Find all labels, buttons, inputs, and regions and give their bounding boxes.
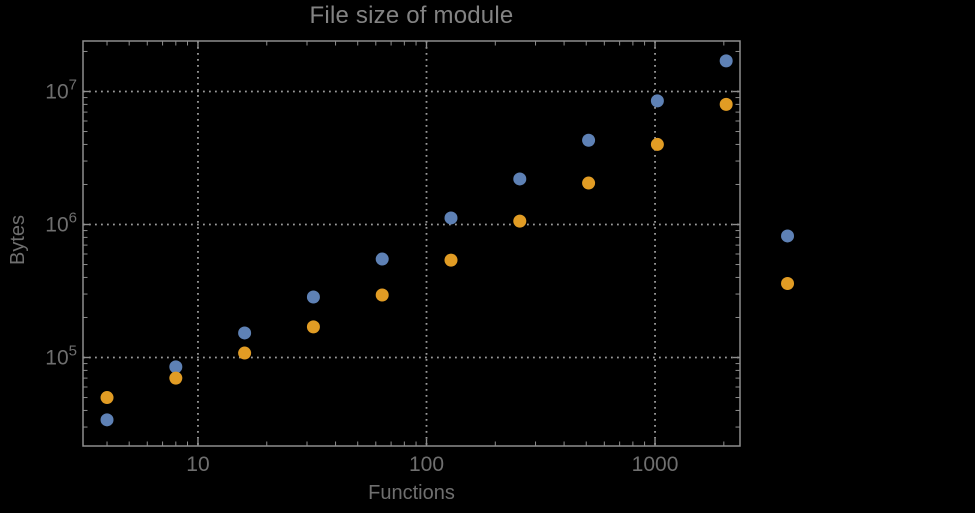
x-tick-label-1000: 1000 [632,453,679,476]
data-points [100,54,795,427]
data-point-series-2 [306,320,320,334]
tick-labels: 10 100 1000 105 106 107 [45,76,678,476]
data-point-series-1 [781,229,795,243]
y-tick-label-10e7: 107 [45,76,77,103]
chart-title: File size of module [309,2,514,29]
x-tick-label-10: 10 [186,453,209,476]
data-point-series-2 [513,214,527,228]
y-axis-title: Bytes [7,214,29,266]
axis-ticks [83,41,740,446]
data-point-series-2 [238,346,252,360]
data-point-series-1 [169,360,183,374]
frame-border [82,40,741,447]
y-tick-label-10e5: 105 [45,343,77,370]
data-point-series-2 [100,391,114,405]
data-point-series-1 [719,54,733,68]
data-point-series-1 [650,94,664,108]
data-point-series-1 [306,290,320,304]
x-axis-title: Functions [368,482,455,504]
data-point-series-2 [650,137,664,151]
data-point-series-1 [582,133,596,147]
data-point-series-1 [238,326,252,340]
gridlines [83,41,740,446]
data-point-series-2 [444,253,458,267]
data-point-series-1 [375,252,389,266]
data-point-series-2 [719,97,733,111]
plot-frame [82,40,741,447]
data-point-series-1 [513,172,527,186]
data-point-series-2 [169,371,183,385]
data-point-series-1 [100,413,114,427]
data-point-series-1 [444,211,458,225]
x-tick-label-100: 100 [409,453,444,476]
y-tick-label-10e6: 106 [45,210,77,237]
data-point-series-2 [582,176,596,190]
data-point-series-2 [781,277,795,291]
data-point-series-2 [375,288,389,302]
